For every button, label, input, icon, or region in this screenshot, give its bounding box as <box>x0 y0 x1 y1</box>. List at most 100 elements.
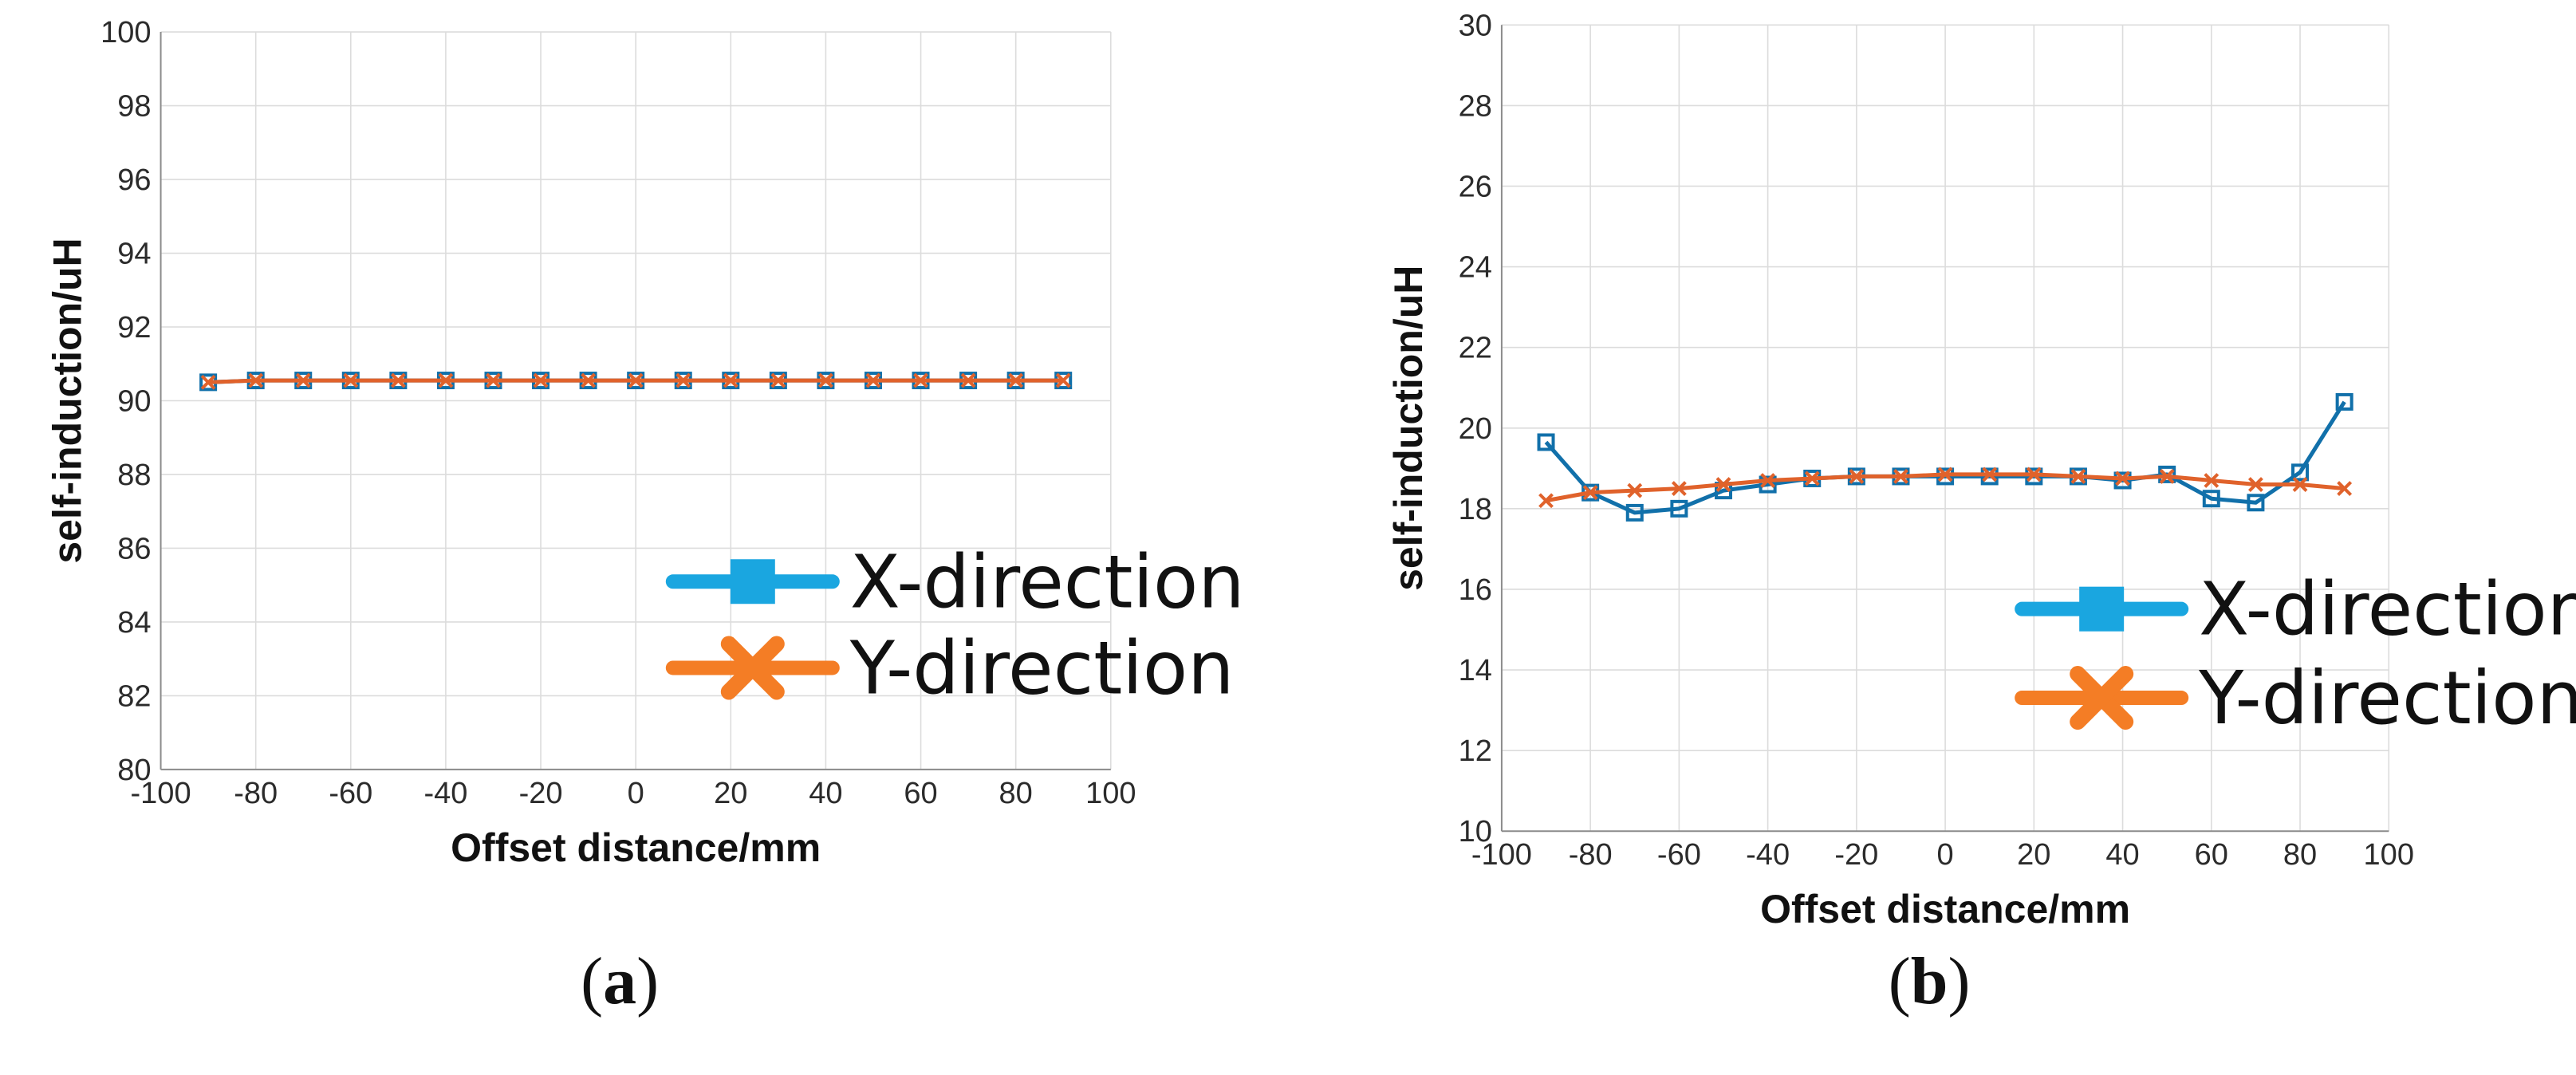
x-tick-label: -20 <box>1834 838 1878 872</box>
data-point-x <box>2204 473 2220 488</box>
series-y-direction <box>200 372 1071 390</box>
y-tick-label: 18 <box>1459 493 1492 526</box>
data-point-x <box>1804 471 1820 486</box>
y-tick-label: 20 <box>1459 412 1492 446</box>
x-tick-label: 100 <box>1085 777 1136 810</box>
x-tick-label: -100 <box>131 777 191 810</box>
data-point-x <box>818 372 833 388</box>
y-tick-label: 82 <box>117 679 151 713</box>
x-tick-label: 40 <box>809 777 842 810</box>
y-axis-title: self-induction/uH <box>45 238 90 563</box>
data-point-square <box>1625 503 1644 522</box>
data-point-x <box>1627 482 1643 498</box>
data-point-square <box>1670 499 1688 518</box>
y-tick-label: 84 <box>117 606 151 640</box>
legend-label: X-direction <box>850 539 1245 624</box>
data-point-x <box>628 372 644 388</box>
legend-label: X-direction <box>2199 567 2576 652</box>
x-axis-title: Offset distance/mm <box>451 825 821 870</box>
x-tick-label: 60 <box>904 777 937 810</box>
y-tick-label: 12 <box>1459 734 1492 768</box>
legend-item-x-direction: X-direction <box>2015 567 2576 652</box>
y-tick-label: 30 <box>1459 9 1492 42</box>
data-point-x <box>2292 477 2308 492</box>
x-tick-label: -40 <box>423 777 467 810</box>
x-tick-label: 80 <box>999 777 1033 810</box>
legend-marker-x <box>2070 666 2134 730</box>
y-tick-label: 26 <box>1459 170 1492 203</box>
data-point-x <box>486 372 501 388</box>
y-tick-label: 10 <box>1459 815 1492 849</box>
x-tick-label: 0 <box>1937 838 1954 872</box>
data-point-x <box>2247 477 2263 492</box>
data-point-x <box>1849 469 1865 484</box>
data-point-x <box>1893 469 1908 484</box>
data-point-x <box>2026 467 2042 482</box>
data-point-x <box>533 372 549 388</box>
data-point-x <box>343 372 359 388</box>
x-tick-label: -40 <box>1746 838 1790 872</box>
grid <box>160 31 1112 770</box>
data-point-square <box>2113 471 2132 490</box>
data-point-x <box>770 372 786 388</box>
data-point-square <box>2291 463 2310 482</box>
data-point-x <box>438 372 454 388</box>
x-tick-label: 80 <box>2283 838 2317 872</box>
chart-panel-a: -100 -80 -60 -40 -20 0 20 40 60 80 100 80 82 84 86 88 90… <box>45 16 1245 1018</box>
y-tick-label: 22 <box>1459 332 1492 365</box>
data-point-square <box>2202 490 2220 508</box>
data-point-x <box>913 372 928 388</box>
data-point-square <box>1980 467 1999 486</box>
data-point-square <box>2247 494 2265 512</box>
x-tick-label: 40 <box>2105 838 2139 872</box>
y-axis-title: self-induction/uH <box>1386 266 1431 591</box>
panel-label: (a) <box>581 944 659 1018</box>
series-y-direction <box>1538 467 2353 509</box>
data-point-square <box>1537 433 1555 451</box>
data-point-x <box>248 372 264 388</box>
data-point-x <box>1715 477 1731 492</box>
data-point-x <box>390 372 406 388</box>
legend-marker-x <box>720 636 785 700</box>
data-point-x <box>295 372 311 388</box>
data-point-x <box>1008 372 1024 388</box>
x-tick-label: -60 <box>1657 838 1701 872</box>
y-tick-label: 98 <box>117 90 151 124</box>
x-tick-label: -100 <box>1471 838 1532 872</box>
y-tick-label: 100 <box>100 16 151 49</box>
data-point-x <box>960 372 976 388</box>
data-point-x <box>1937 467 1953 482</box>
data-point-x <box>1982 467 1998 482</box>
data-point-square <box>2335 392 2353 411</box>
x-tick-label: 20 <box>714 777 747 810</box>
data-point-square <box>2158 465 2176 483</box>
data-point-x <box>865 372 881 388</box>
data-point-x <box>1538 493 1554 509</box>
data-point-x <box>723 372 739 388</box>
legend-marker-square <box>2079 586 2125 632</box>
x-tick-label: 20 <box>2017 838 2050 872</box>
data-point-x <box>676 372 691 388</box>
data-point-x <box>200 374 216 390</box>
data-point-x <box>2337 481 2353 497</box>
legend-marker-square <box>730 559 775 604</box>
x-tick-label: -60 <box>329 777 372 810</box>
data-point-x <box>2159 469 2175 484</box>
legend-item-y-direction: Y-direction <box>2015 656 2576 741</box>
data-point-x <box>1760 473 1776 488</box>
data-point-x <box>2115 471 2130 486</box>
legend-item-x-direction: X-direction <box>665 539 1245 624</box>
x-tick-label: 0 <box>628 777 644 810</box>
y-tick-label: 14 <box>1459 654 1492 687</box>
y-tick-label: 94 <box>117 238 151 271</box>
y-tick-label: 90 <box>117 384 151 418</box>
data-point-x <box>1671 481 1687 497</box>
data-point-x <box>2070 469 2086 484</box>
x-tick-label: -20 <box>519 777 563 810</box>
chart-panel-b: -100 -80 -60 -40 -20 0 20 40 60 80 100 10 12 14 16 18 20… <box>1386 9 2576 1018</box>
x-tick-label: 60 <box>2195 838 2228 872</box>
panel-label: (b) <box>1889 944 1971 1018</box>
